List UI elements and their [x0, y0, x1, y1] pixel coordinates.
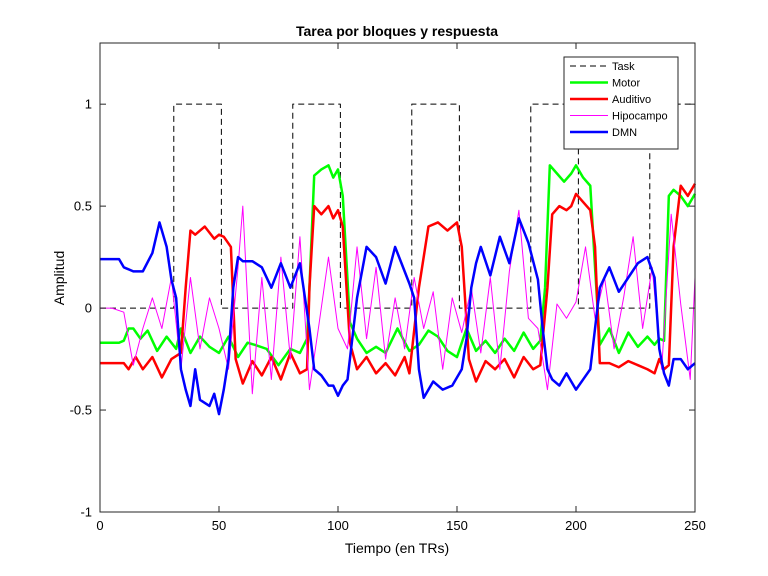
x-tick-label: 100 [327, 518, 349, 533]
legend-items: Task Motor Auditivo Hipocampo DMN [570, 61, 668, 139]
legend-label: Auditivo [612, 94, 651, 106]
legend: Task Motor Auditivo Hipocampo DMN [563, 56, 679, 150]
y-tick-label: -0.5 [70, 403, 92, 418]
legend-label: Hipocampo [612, 111, 668, 123]
series-line-dmn [100, 217, 696, 416]
y-tick-label: 0 [85, 301, 92, 316]
legend-label: Motor [612, 78, 640, 90]
series-layer [100, 103, 697, 416]
legend-entry-motor: Motor [570, 78, 640, 90]
x-tick-label: 200 [565, 518, 587, 533]
legend-box [563, 56, 679, 150]
y-tick-label: 1 [85, 97, 92, 112]
x-axis-label: Tiempo (en TRs) [345, 540, 449, 556]
series-line-task [100, 103, 695, 309]
legend-entry-dmn: DMN [570, 127, 637, 139]
legend-entry-hipocampo: Hipocampo [570, 111, 668, 123]
x-tick-label: 50 [212, 518, 226, 533]
plot-border [99, 42, 696, 513]
series-line-auditivo [100, 183, 697, 385]
x-tick-label: 0 [96, 518, 103, 533]
legend-label: DMN [612, 127, 637, 139]
x-axis-ticks: 0 50 100 150 200 250 [96, 43, 706, 533]
legend-entry-auditivo: Auditivo [570, 94, 651, 106]
y-axis-label: Amplitud [51, 251, 67, 305]
legend-entry-task: Task [570, 61, 635, 73]
x-tick-label: 150 [446, 518, 468, 533]
chart-title: Tarea por bloques y respuesta [296, 23, 498, 39]
y-tick-label: -1 [80, 505, 92, 520]
y-axis-ticks: -1 -0.5 0 0.5 1 [70, 97, 695, 520]
legend-label: Task [612, 61, 635, 73]
x-tick-label: 250 [684, 518, 706, 533]
series-line-motor [100, 164, 697, 367]
y-tick-label: 0.5 [74, 199, 92, 214]
